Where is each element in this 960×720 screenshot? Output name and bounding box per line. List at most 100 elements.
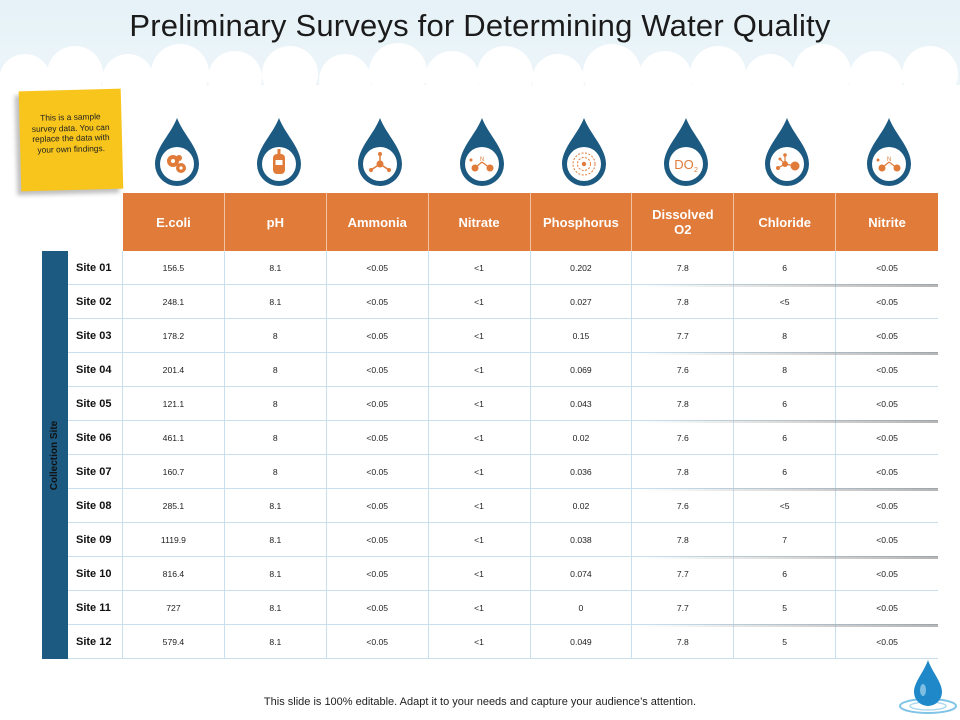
cell-ph: 8 (225, 319, 327, 352)
cell-nitrate: <1 (429, 387, 531, 420)
cell-dissolved-o2: 7.8 (632, 455, 735, 488)
cell-chloride: 5 (734, 591, 837, 624)
cell-ammonia: <0.05 (327, 489, 429, 522)
molecule-icon (358, 118, 402, 186)
table-header: E.coli pH Ammonia Nitrate Phosphorus Dis… (123, 193, 938, 251)
cell-dissolved-o2: 7.6 (632, 421, 735, 454)
cell-ammonia: <0.05 (327, 625, 429, 658)
cell-nitrate: <1 (429, 353, 531, 386)
cell-ph: 8 (225, 387, 327, 420)
water-drop-icon (899, 660, 957, 714)
cell-ph: 8.1 (225, 625, 327, 658)
cell-nitrite: <0.05 (876, 568, 898, 579)
cell-ammonia: <0.05 (327, 353, 429, 386)
column-header-dissolved-o2: Dissolved O2 (632, 193, 735, 251)
cell-nitrite: <0.05 (876, 398, 898, 409)
table-row: Site 10 816.4 8.1 <0.05 <1 0.074 7.7 6 <0.05 (68, 556, 938, 591)
do2-subscript: 2 (694, 167, 698, 174)
cloud-decoration (0, 43, 960, 120)
cell-chloride: 8 (734, 319, 837, 352)
cell-nitrate: <1 (429, 557, 531, 590)
site-label: Site 12 (68, 625, 123, 658)
collection-site-bar: Collection Site (42, 251, 68, 659)
cell-ecoli: 727 (123, 591, 225, 624)
atom-icon (562, 118, 606, 186)
cell-phosphorus: 0.038 (531, 523, 633, 556)
cell-ammonia: <0.05 (327, 455, 429, 488)
column-header-nitrate: Nitrate (429, 193, 531, 251)
nitrite-molecule-icon: N (867, 118, 911, 186)
cell-nitrate: <1 (429, 251, 531, 284)
table-row: Site 02 248.1 8.1 <0.05 <1 0.027 7.8 <5 <0.05 (68, 284, 938, 319)
cell-ecoli: 579.4 (123, 625, 225, 658)
column-header-phosphorus: Phosphorus (531, 193, 633, 251)
cell-ecoli: 201.4 (123, 353, 225, 386)
cell-ph: 8.1 (225, 489, 327, 522)
cell-nitrite: <0.05 (876, 296, 898, 307)
cell-nitrate: <1 (429, 455, 531, 488)
cell-ecoli: 285.1 (123, 489, 225, 522)
cell-dissolved-o2: 7.8 (632, 625, 735, 658)
cell-dissolved-o2: 7.8 (632, 387, 735, 420)
table-row: Site 04 201.4 8 <0.05 <1 0.069 7.6 8 <0.05 (68, 352, 938, 387)
cell-nitrate: <1 (429, 523, 531, 556)
sticky-note: This is a sample survey data. You can re… (18, 88, 124, 192)
cell-chloride: <5 (734, 285, 837, 318)
cell-dissolved-o2: 7.8 (632, 251, 735, 284)
page-title: Preliminary Surveys for Determining Wate… (129, 8, 831, 43)
column-header-ammonia: Ammonia (327, 193, 429, 251)
cell-dissolved-o2: 7.8 (632, 285, 735, 318)
cell-dissolved-o2: 7.7 (632, 319, 735, 352)
cell-phosphorus: 0.049 (531, 625, 633, 658)
ph-meter-icon (257, 118, 301, 186)
site-label: Site 08 (68, 489, 123, 522)
cell-nitrate: <1 (429, 285, 531, 318)
cell-ammonia: <0.05 (327, 285, 429, 318)
nitrate-molecule-icon: N (460, 118, 504, 186)
column-header-ecoli: E.coli (123, 193, 225, 251)
cell-ammonia: <0.05 (327, 319, 429, 352)
cell-nitrite: <0.05 (876, 432, 898, 443)
cell-chloride: 6 (734, 557, 837, 590)
cell-phosphorus: 0 (531, 591, 633, 624)
cell-chloride: 7 (734, 523, 837, 556)
cell-ecoli: 461.1 (123, 421, 225, 454)
cell-nitrate: <1 (429, 421, 531, 454)
cell-ecoli: 178.2 (123, 319, 225, 352)
nitrate-n-label: N (480, 157, 484, 163)
cell-dissolved-o2: 7.7 (632, 557, 735, 590)
cell-ammonia: <0.05 (327, 523, 429, 556)
table-row: Site 06 461.1 8 <0.05 <1 0.02 7.6 6 <0.05 (68, 420, 938, 455)
cell-dissolved-o2: 7.6 (632, 353, 735, 386)
cell-ecoli: 156.5 (123, 251, 225, 284)
cell-nitrite: <0.05 (876, 636, 898, 647)
cell-ecoli: 160.7 (123, 455, 225, 488)
table-row: Site 09 1119.9 8.1 <0.05 <1 0.038 7.8 7 <0.05 (68, 523, 938, 557)
table-row: Site 05 121.1 8 <0.05 <1 0.043 7.8 6 <0.05 (68, 387, 938, 421)
cell-phosphorus: 0.15 (531, 319, 633, 352)
table-row: Site 11 727 8.1 <0.05 <1 0 7.7 5 <0.05 (68, 591, 938, 625)
site-label: Site 05 (68, 387, 123, 420)
cell-nitrite: <0.05 (876, 364, 898, 375)
cell-ph: 8 (225, 353, 327, 386)
table-body: Site 01 156.5 8.1 <0.05 <1 0.202 7.8 6 <0.05 Site… (68, 251, 938, 659)
cell-nitrite: <0.05 (876, 330, 898, 341)
cell-phosphorus: 0.074 (531, 557, 633, 590)
table-row: Site 03 178.2 8 <0.05 <1 0.15 7.7 8 <0.05 (68, 319, 938, 353)
table-row: Site 07 160.7 8 <0.05 <1 0.036 7.8 6 <0.05 (68, 455, 938, 489)
column-header-chloride: Chloride (734, 193, 837, 251)
cell-nitrate: <1 (429, 591, 531, 624)
cell-chloride: 6 (734, 251, 837, 284)
do2-icon: DO 2 (664, 118, 708, 186)
column-header-ph: pH (225, 193, 327, 251)
cell-phosphorus: 0.069 (531, 353, 633, 386)
cell-dissolved-o2: 7.7 (632, 591, 735, 624)
cell-dissolved-o2: 7.8 (632, 523, 735, 556)
site-label: Site 07 (68, 455, 123, 488)
site-label: Site 09 (68, 523, 123, 556)
cell-chloride: 5 (734, 625, 837, 658)
footer-note: This slide is 100% editable. Adapt it to… (263, 696, 697, 708)
cell-chloride: 8 (734, 353, 837, 386)
cell-ph: 8 (225, 421, 327, 454)
cell-chloride: 6 (734, 387, 837, 420)
